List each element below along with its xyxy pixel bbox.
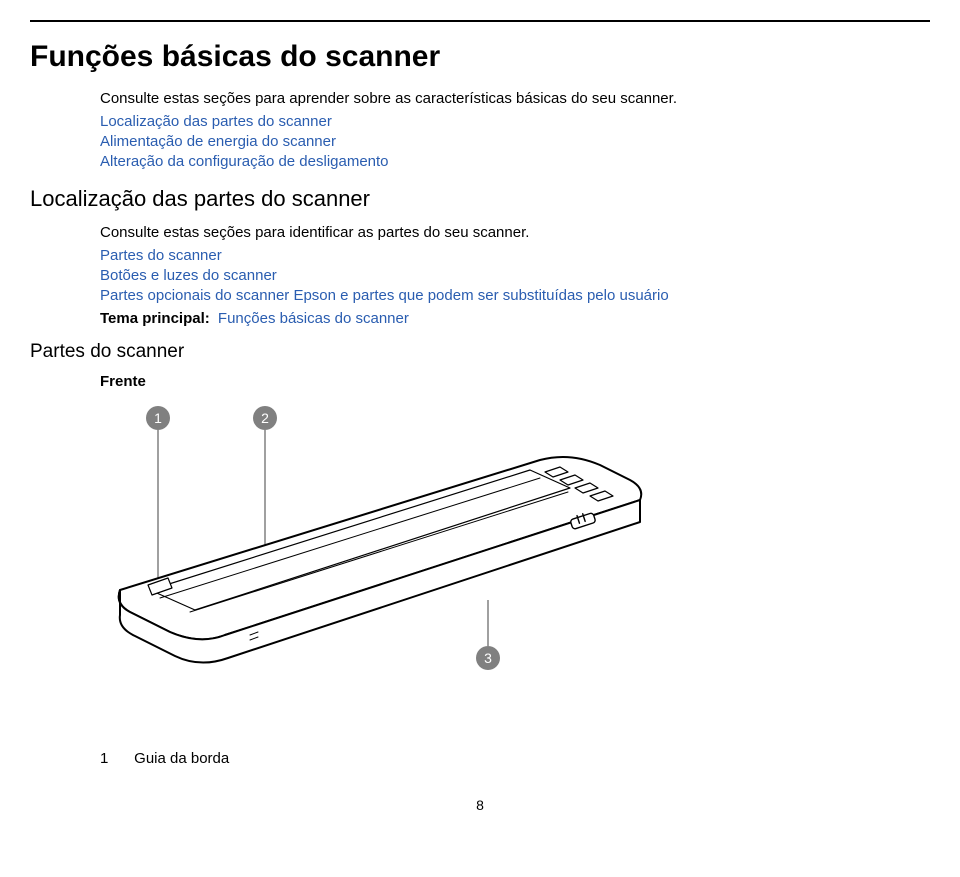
callout-1: 1 [146, 406, 170, 585]
scanner-figure: 1 2 3 [100, 400, 930, 720]
page-number: 8 [30, 797, 930, 813]
tema-principal-row: Tema principal: Funções básicas do scann… [100, 310, 930, 327]
svg-text:1: 1 [154, 410, 162, 426]
svg-text:3: 3 [484, 650, 492, 666]
link-partes-opcionais[interactable]: Partes opcionais do scanner Epson e part… [100, 287, 930, 304]
intro-text: Consulte estas seções para aprender sobr… [100, 90, 930, 107]
link-alimentacao[interactable]: Alimentação de energia do scanner [100, 133, 930, 150]
frente-label: Frente [100, 373, 930, 390]
page-title: Funções básicas do scanner [30, 40, 930, 74]
caption-number: 1 [100, 750, 130, 767]
link-localizacao[interactable]: Localização das partes do scanner [100, 113, 930, 130]
tema-link[interactable]: Funções básicas do scanner [218, 310, 409, 327]
callout-3: 3 [476, 600, 500, 670]
callout-2: 2 [253, 406, 277, 550]
section-heading-localizacao: Localização das partes do scanner [30, 186, 930, 212]
link-partes-scanner[interactable]: Partes do scanner [100, 247, 930, 264]
link-alteracao[interactable]: Alteração da configuração de desligament… [100, 153, 930, 170]
subsection-heading-partes: Partes do scanner [30, 341, 930, 363]
tema-label: Tema principal: [100, 310, 210, 327]
section-intro: Consulte estas seções para identificar a… [100, 224, 930, 241]
svg-text:2: 2 [261, 410, 269, 426]
link-botoes-luzes[interactable]: Botões e luzes do scanner [100, 267, 930, 284]
caption-text: Guia da borda [134, 750, 229, 767]
figure-caption-1: 1 Guia da borda [100, 750, 930, 767]
scanner-illustration [119, 457, 642, 663]
